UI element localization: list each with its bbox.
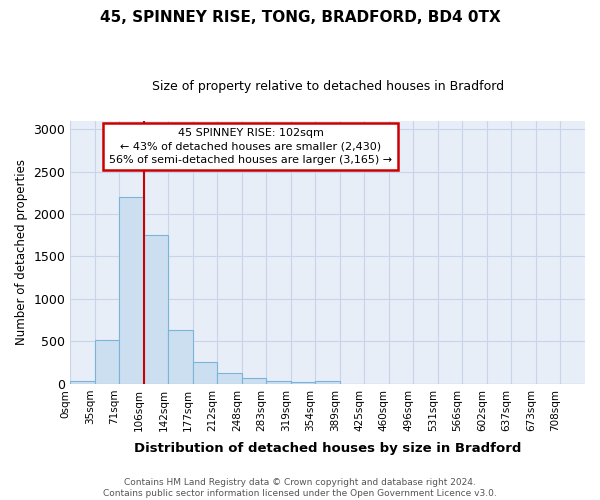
Text: 45, SPINNEY RISE, TONG, BRADFORD, BD4 0TX: 45, SPINNEY RISE, TONG, BRADFORD, BD4 0T… [100,10,500,25]
Bar [266,381,291,384]
Bar [119,197,144,384]
Text: 45 SPINNEY RISE: 102sqm
← 43% of detached houses are smaller (2,430)
56% of semi: 45 SPINNEY RISE: 102sqm ← 43% of detache… [109,128,392,165]
Bar [169,330,193,384]
Bar [217,373,242,384]
Bar [95,340,119,384]
Bar [316,382,340,384]
Bar [70,382,95,384]
X-axis label: Distribution of detached houses by size in Bradford: Distribution of detached houses by size … [134,442,521,455]
Y-axis label: Number of detached properties: Number of detached properties [15,159,28,345]
Bar [193,362,217,384]
Text: Contains HM Land Registry data © Crown copyright and database right 2024.
Contai: Contains HM Land Registry data © Crown c… [103,478,497,498]
Bar [291,382,316,384]
Bar [242,378,266,384]
Bar [144,235,169,384]
Title: Size of property relative to detached houses in Bradford: Size of property relative to detached ho… [152,80,504,93]
